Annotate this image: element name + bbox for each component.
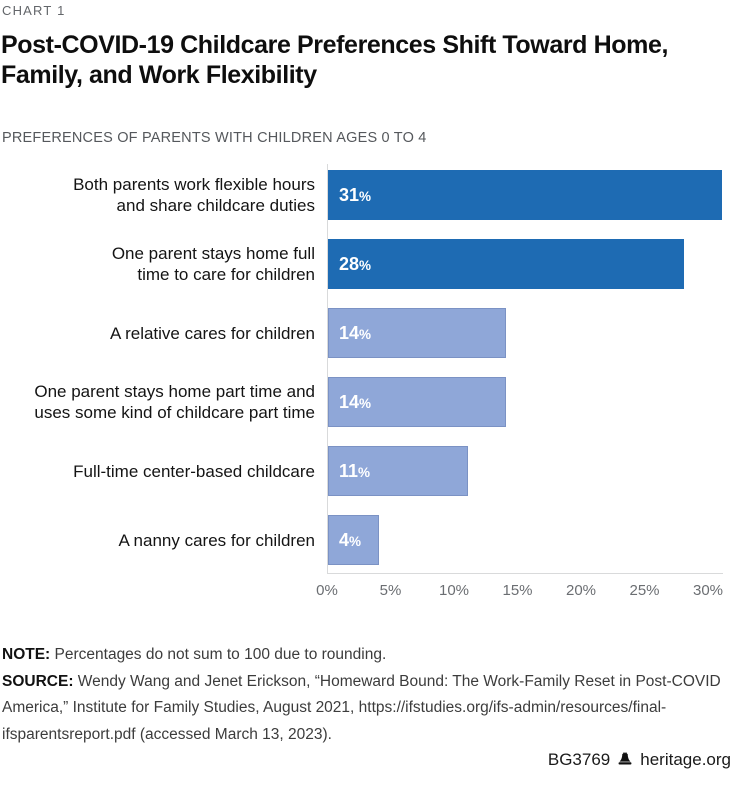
x-axis-tick-label: 30% [692, 582, 724, 599]
bar: 31% [328, 170, 722, 220]
chart-bar-row: Full-time center-based childcare 11% [0, 446, 734, 496]
chart-number-label: CHART 1 [2, 3, 66, 18]
liberty-bell-icon [617, 752, 633, 768]
note-text: Percentages do not sum to 100 due to rou… [50, 646, 387, 663]
chart-subtitle: PREFERENCES OF PARENTS WITH CHILDREN AGE… [2, 130, 427, 146]
bar: 4% [328, 515, 379, 565]
source-line: SOURCE: Wendy Wang and Jenet Erickson, “… [2, 669, 726, 749]
bar: 11% [328, 446, 468, 496]
bar: 14% [328, 377, 506, 427]
bar-value-label: 4% [339, 529, 362, 550]
bar-value-label: 14% [339, 391, 372, 412]
source-label: SOURCE: [2, 672, 74, 690]
footer-branding: BG3769 heritage.org [548, 750, 731, 770]
chart-bar-row: Both parents work flexible hours and sha… [0, 170, 734, 220]
bar-value-label: 11% [339, 460, 371, 481]
site-name: heritage.org [640, 750, 731, 769]
category-label: Full-time center-based childcare [73, 461, 315, 481]
x-axis-line [327, 573, 723, 574]
note-label: NOTE: [2, 646, 51, 663]
report-id: BG3769 [547, 750, 611, 769]
chart-bar-row: One parent stays home part time and uses… [0, 377, 734, 427]
notes-block: NOTE: Percentages do not sum to 100 due … [2, 642, 726, 748]
note-line: NOTE: Percentages do not sum to 100 due … [2, 642, 726, 669]
x-axis-ticks: 0% 5% 10% 15% 20% 25% 30% [0, 582, 734, 602]
x-axis-tick-label: 15% [502, 582, 533, 599]
bar-value-label: 28% [339, 253, 372, 274]
bar: 28% [328, 239, 684, 289]
x-axis-tick-label: 5% [379, 582, 402, 599]
category-label: A relative cares for children [109, 323, 315, 343]
x-axis-tick-label: 10% [438, 582, 470, 599]
bar-value-label: 14% [339, 322, 372, 343]
y-axis-line [327, 164, 328, 574]
x-axis-tick-label: 0% [316, 582, 338, 599]
x-axis-tick-label: 20% [565, 582, 597, 599]
category-label: One parent stays home part time and uses… [34, 382, 315, 422]
bar: 14% [328, 308, 506, 358]
chart-bar-row: A relative cares for children 14% [0, 308, 734, 358]
category-label: A nanny cares for children [118, 530, 315, 550]
category-label: Both parents work flexible hours and sha… [73, 175, 315, 215]
bar-value-label: 31% [339, 184, 372, 205]
chart-title: Post-COVID-19 Childcare Preferences Shif… [1, 31, 668, 89]
category-label: One parent stays home full time to care … [111, 244, 315, 284]
source-text: Wendy Wang and Jenet Erickson, “Homeward… [2, 672, 721, 743]
x-axis-tick-label: 25% [629, 582, 660, 599]
chart-bar-row: A nanny cares for children 4% [0, 515, 734, 565]
chart-bar-row: One parent stays home full time to care … [0, 239, 734, 289]
